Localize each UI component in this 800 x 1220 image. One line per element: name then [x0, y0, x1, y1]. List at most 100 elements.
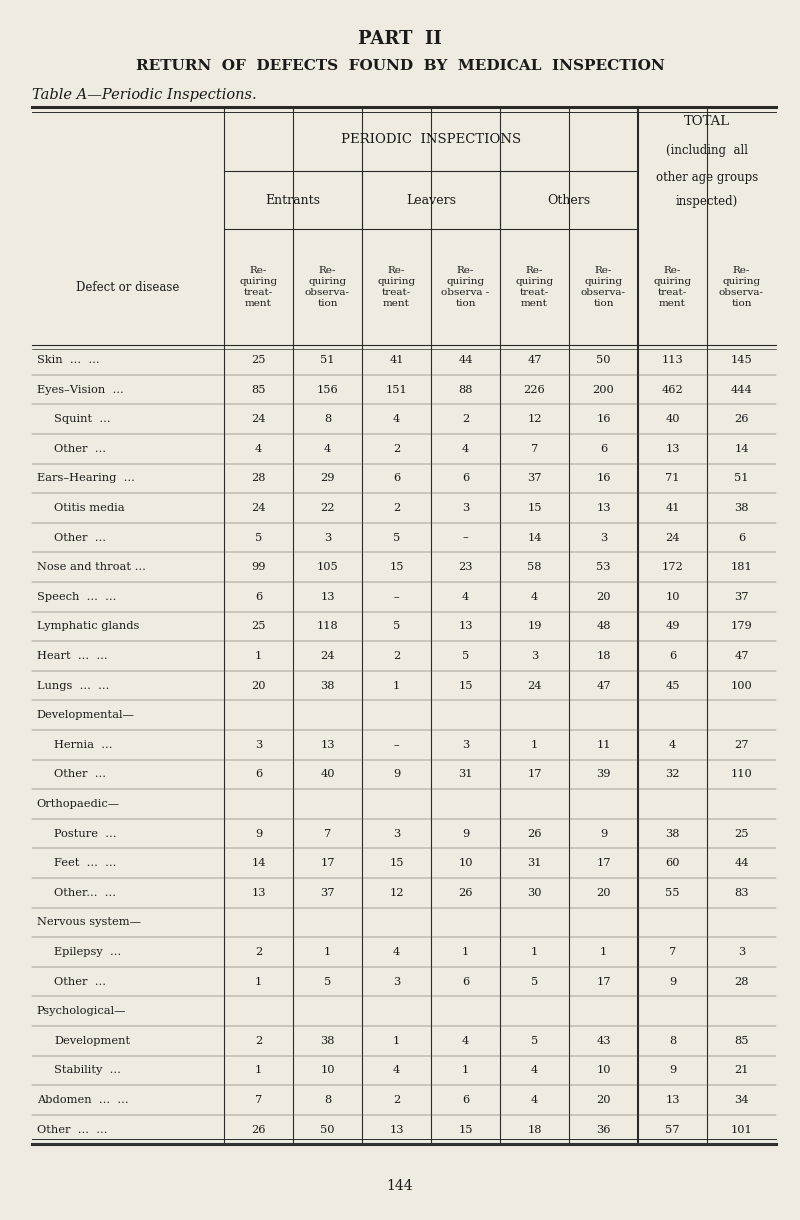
Text: 5: 5 [393, 621, 400, 632]
Text: Epilepsy  ...: Epilepsy ... [54, 947, 122, 956]
Text: 71: 71 [666, 473, 680, 483]
Text: Other...  ...: Other... ... [54, 888, 117, 898]
Text: 7: 7 [669, 947, 676, 956]
Text: Others: Others [547, 194, 590, 206]
Text: Otitis media: Otitis media [54, 503, 125, 514]
Text: 15: 15 [390, 858, 404, 869]
Text: 3: 3 [531, 651, 538, 661]
Text: 13: 13 [390, 1125, 404, 1135]
Text: 43: 43 [596, 1036, 610, 1046]
Text: 2: 2 [255, 1036, 262, 1046]
Text: 3: 3 [393, 828, 400, 838]
Text: 6: 6 [669, 651, 676, 661]
Text: Defect or disease: Defect or disease [76, 281, 180, 294]
Text: 13: 13 [596, 503, 610, 514]
Text: 47: 47 [527, 355, 542, 365]
Text: Nose and throat ...: Nose and throat ... [37, 562, 146, 572]
Text: 4: 4 [393, 947, 400, 956]
Text: 3: 3 [393, 976, 400, 987]
Text: 105: 105 [317, 562, 338, 572]
Text: 17: 17 [596, 976, 610, 987]
Text: 16: 16 [596, 473, 610, 483]
Text: 38: 38 [666, 828, 680, 838]
Text: 118: 118 [317, 621, 338, 632]
Text: 15: 15 [458, 681, 473, 691]
Text: 47: 47 [596, 681, 610, 691]
Text: 10: 10 [666, 592, 680, 601]
Text: 13: 13 [320, 739, 334, 750]
Text: 11: 11 [596, 739, 610, 750]
Text: 26: 26 [734, 415, 749, 425]
Text: PART  II: PART II [358, 30, 442, 49]
Text: 51: 51 [734, 473, 749, 483]
Text: 144: 144 [386, 1179, 414, 1193]
Text: Re-
quiring
observa-
tion: Re- quiring observa- tion [719, 266, 764, 309]
Text: 29: 29 [320, 473, 334, 483]
Text: inspected): inspected) [676, 195, 738, 209]
Text: 1: 1 [393, 1036, 400, 1046]
Text: Other  ...: Other ... [54, 976, 106, 987]
Text: Leavers: Leavers [406, 194, 456, 206]
Text: 48: 48 [596, 621, 610, 632]
Text: 55: 55 [666, 888, 680, 898]
Text: 5: 5 [255, 533, 262, 543]
Text: 9: 9 [669, 1065, 676, 1075]
Text: 2: 2 [462, 415, 469, 425]
Text: 26: 26 [458, 888, 473, 898]
Text: 6: 6 [738, 533, 745, 543]
Text: 5: 5 [531, 1036, 538, 1046]
Text: 51: 51 [320, 355, 334, 365]
Text: 5: 5 [393, 533, 400, 543]
Text: 3: 3 [600, 533, 607, 543]
Text: Other  ...: Other ... [54, 444, 106, 454]
Text: 45: 45 [666, 681, 680, 691]
Text: 24: 24 [251, 503, 266, 514]
Text: 2: 2 [255, 947, 262, 956]
Text: 4: 4 [324, 444, 331, 454]
Text: 226: 226 [524, 384, 546, 394]
Text: 37: 37 [320, 888, 334, 898]
Text: 20: 20 [251, 681, 266, 691]
Text: 181: 181 [730, 562, 752, 572]
Text: 20: 20 [596, 592, 610, 601]
Text: 50: 50 [320, 1125, 334, 1135]
Text: 40: 40 [666, 415, 680, 425]
Text: 5: 5 [324, 976, 331, 987]
Text: (including  all: (including all [666, 144, 748, 157]
Text: Re-
quiring
observa -
tion: Re- quiring observa - tion [442, 266, 490, 309]
Text: 6: 6 [255, 770, 262, 780]
Text: 36: 36 [596, 1125, 610, 1135]
Text: 49: 49 [666, 621, 680, 632]
Text: 13: 13 [666, 444, 680, 454]
Text: 4: 4 [531, 1065, 538, 1075]
Text: 85: 85 [734, 1036, 749, 1046]
Text: –: – [394, 739, 399, 750]
Text: Entrants: Entrants [266, 194, 321, 206]
Text: 44: 44 [734, 858, 749, 869]
Text: 17: 17 [320, 858, 334, 869]
Text: Re-
quiring
treat-
ment: Re- quiring treat- ment [378, 266, 415, 309]
Text: 9: 9 [393, 770, 400, 780]
Text: other age groups: other age groups [656, 171, 758, 184]
Text: 14: 14 [251, 858, 266, 869]
Text: 10: 10 [458, 858, 473, 869]
Text: 3: 3 [255, 739, 262, 750]
Text: Other  ...  ...: Other ... ... [37, 1125, 107, 1135]
Text: Speech  ...  ...: Speech ... ... [37, 592, 116, 601]
Text: 9: 9 [600, 828, 607, 838]
Text: 4: 4 [462, 592, 469, 601]
Text: 32: 32 [666, 770, 680, 780]
Text: 7: 7 [324, 828, 331, 838]
Text: 6: 6 [462, 473, 469, 483]
Text: 6: 6 [255, 592, 262, 601]
Text: Skin  ...  ...: Skin ... ... [37, 355, 99, 365]
Text: 2: 2 [393, 444, 400, 454]
Text: Re-
quiring
observa-
tion: Re- quiring observa- tion [305, 266, 350, 309]
Text: 14: 14 [527, 533, 542, 543]
Text: 1: 1 [255, 651, 262, 661]
Text: 2: 2 [393, 651, 400, 661]
Text: Nervous system—: Nervous system— [37, 917, 141, 927]
Text: 444: 444 [730, 384, 752, 394]
Text: Re-
quiring
treat-
ment: Re- quiring treat- ment [239, 266, 278, 309]
Text: Squint  ...: Squint ... [54, 415, 111, 425]
